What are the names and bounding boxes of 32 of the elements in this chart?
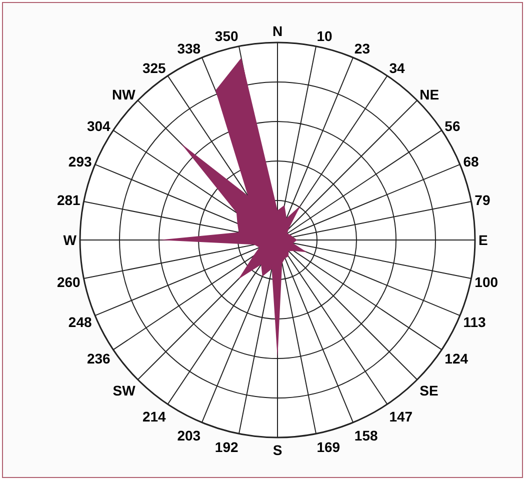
spoke-label: 79 (474, 192, 490, 208)
spoke-label: 248 (68, 314, 92, 330)
spoke-label: 169 (316, 438, 340, 455)
spoke-label: S (272, 442, 282, 458)
spoke-label: W (63, 232, 78, 248)
spoke-label: 214 (142, 408, 166, 425)
spoke-label: 260 (56, 274, 81, 290)
spoke-label: 203 (177, 428, 201, 444)
spoke-label: 100 (474, 274, 498, 290)
spoke-label: 147 (389, 408, 413, 425)
spoke-label: 23 (354, 40, 370, 57)
spoke-label: 124 (444, 350, 468, 367)
spoke-label: NW (112, 86, 136, 102)
spoke-label: SE (420, 382, 438, 399)
spoke-label: 192 (214, 438, 238, 455)
spoke-label: 338 (177, 40, 201, 57)
spoke-label: 281 (56, 192, 81, 208)
spoke-label: 10 (316, 28, 333, 44)
spoke-label: 34 (389, 60, 405, 76)
spoke-label: 56 (444, 118, 460, 134)
spoke-label: NE (420, 86, 440, 102)
spoke-label: E (478, 232, 488, 248)
spoke-label: 350 (214, 28, 238, 44)
spoke-label: N (272, 23, 283, 40)
spoke-label: 68 (463, 154, 480, 170)
spoke-label: 325 (142, 60, 166, 76)
spoke-label: 113 (463, 314, 486, 330)
spoke-label: SW (112, 382, 136, 399)
spoke-label: 293 (68, 154, 92, 170)
spoke-label: 304 (86, 118, 111, 134)
spoke-label: 236 (86, 350, 111, 367)
spoke-label: 158 (354, 428, 378, 444)
